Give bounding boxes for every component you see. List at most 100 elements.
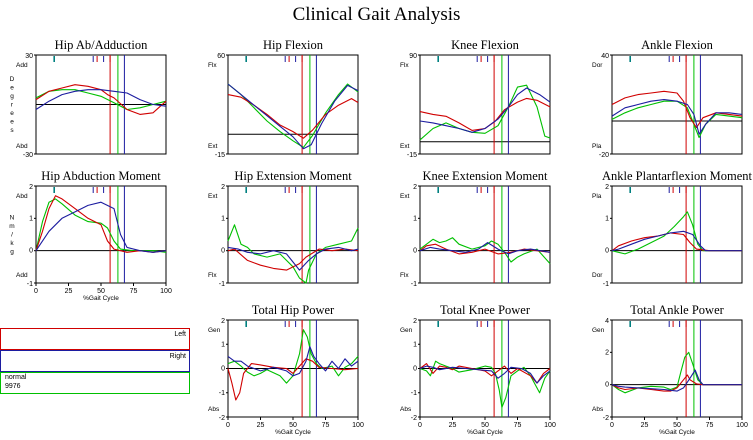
chart-3-top-label: Dor: [592, 62, 603, 69]
chart-7-series-right: [611, 230, 742, 252]
chart-3-ytick: -20: [599, 152, 609, 159]
chart-5-ytick: 2: [221, 184, 225, 191]
chart-8-xtick: 100: [352, 422, 364, 429]
chart-7-ytick: -1: [603, 281, 609, 288]
chart-5-series-normal: [227, 224, 359, 284]
chart-7-ytick: 0: [605, 248, 609, 255]
chart-4-ytick: 1: [29, 215, 33, 222]
chart-1-series-normal: [227, 83, 359, 148]
chart-10-xtick: 50: [673, 422, 681, 429]
chart-10-title: Total Ankle Power: [630, 303, 724, 317]
chart-8-series-left: [227, 358, 359, 401]
chart-4-xtick: 50: [97, 288, 105, 295]
chart-3-bottom-label: Pla: [592, 143, 602, 150]
legend-right-label: Right: [169, 353, 186, 360]
chart-4-ytick: 0: [29, 248, 33, 255]
chart-9-title: Total Knee Power: [440, 303, 531, 317]
legend-normal-label: normal: [5, 374, 27, 381]
chart-9-xtick: 50: [481, 422, 489, 429]
chart-10-ytick: 4: [605, 318, 609, 325]
chart-6-frame: [419, 185, 551, 284]
chart-8-xlabel: %Gait Cycle: [275, 429, 311, 436]
chart-10-frame: [611, 319, 743, 418]
chart-4-ytick: 2: [29, 184, 33, 191]
chart-0-bottom-label: Abd: [16, 143, 28, 150]
chart-0-ytick: 30: [25, 53, 33, 60]
chart-0-ylabel-char: e: [10, 84, 14, 91]
chart-6-bottom-label: Flx: [400, 272, 409, 279]
chart-8-xtick: 0: [226, 422, 230, 429]
chart-1-frame: [227, 54, 359, 155]
chart-9-ytick: -1: [411, 390, 417, 397]
chart-10-xtick: 0: [610, 422, 614, 429]
chart-6-ytick: 1: [413, 215, 417, 222]
chart-3-title: Ankle Flexion: [641, 38, 714, 52]
chart-0-ylabel-char: s: [10, 127, 14, 134]
chart-9-xtick: 25: [449, 422, 457, 429]
chart-4-xtick: 100: [160, 288, 172, 295]
chart-5-ytick: 1: [221, 215, 225, 222]
chart-7-top-label: Pla: [592, 193, 602, 200]
chart-10-xlabel: %Gait Cycle: [659, 429, 695, 436]
legend-normal: normal 9976: [0, 372, 190, 394]
chart-8-ytick: -2: [219, 415, 225, 422]
chart-2-series-right: [419, 87, 551, 133]
chart-4-bottom-label: Add: [16, 272, 28, 279]
chart-4-frame: [35, 185, 167, 284]
chart-6-series-right: [419, 242, 551, 255]
chart-2-top-label: Flx: [400, 62, 409, 69]
chart-4-ytick: -1: [27, 281, 33, 288]
chart-0-ylabel-char: e: [10, 118, 14, 125]
chart-5-series-left: [227, 248, 359, 271]
chart-1-bottom-label: Ext: [208, 143, 218, 150]
chart-7-frame: [611, 185, 743, 284]
chart-5-frame: [227, 185, 359, 284]
chart-1-ytick: 60: [217, 53, 225, 60]
chart-9-xtick: 0: [418, 422, 422, 429]
chart-9-xlabel: %Gait Cycle: [467, 429, 503, 436]
chart-9-xtick: 75: [514, 422, 522, 429]
chart-9-ytick: 0: [413, 366, 417, 373]
chart-5-title: Hip Extension Moment: [234, 169, 352, 183]
page-title: Clinical Gait Analysis: [292, 4, 461, 25]
chart-3-series-normal: [611, 100, 743, 139]
chart-4-xlabel: %Gait Cycle: [83, 295, 119, 302]
chart-10-ytick: 2: [605, 349, 609, 356]
chart-8-xtick: 50: [289, 422, 297, 429]
chart-8-xtick: 75: [322, 422, 330, 429]
chart-4-top-label: Abd: [16, 193, 28, 200]
chart-4-ylabel-char: /: [11, 231, 13, 238]
chart-4-xtick: 0: [34, 288, 38, 295]
chart-0-series-right: [35, 89, 167, 110]
chart-4-xtick: 75: [130, 288, 138, 295]
chart-9-bottom-label: Abs: [400, 406, 412, 413]
chart-5-ytick: -1: [219, 281, 225, 288]
chart-4-xtick: 25: [65, 288, 73, 295]
chart-2-frame: [419, 54, 551, 155]
legend-left: Left: [0, 328, 190, 350]
chart-1-top-label: Flx: [208, 62, 217, 69]
chart-3-series-left: [611, 90, 743, 129]
chart-9-xtick: 100: [544, 422, 556, 429]
chart-6-ytick: -1: [411, 281, 417, 288]
chart-4-series-right: [35, 201, 167, 253]
chart-10-series-normal: [611, 351, 742, 394]
chart-3-ytick: 40: [601, 53, 609, 60]
chart-8-title: Total Hip Power: [252, 303, 335, 317]
chart-9-ytick: -2: [411, 415, 417, 422]
chart-3-series-right: [611, 99, 743, 135]
chart-8-bottom-label: Abs: [208, 406, 220, 413]
chart-1-series-left: [227, 94, 359, 139]
chart-6-top-label: Ext: [400, 193, 410, 200]
chart-1-title: Hip Flexion: [263, 38, 324, 52]
chart-2-ytick: 90: [409, 53, 417, 60]
chart-1-series-right: [227, 83, 359, 150]
chart-10-series-left: [611, 374, 742, 392]
chart-7-series-normal: [611, 211, 742, 255]
chart-7-series-left: [611, 232, 742, 252]
chart-0-title: Hip Ab/Adduction: [55, 38, 148, 52]
chart-1-ytick: -15: [215, 152, 225, 159]
chart-5-bottom-label: Flx: [208, 272, 217, 279]
chart-0-ylabel-char: g: [10, 93, 14, 100]
